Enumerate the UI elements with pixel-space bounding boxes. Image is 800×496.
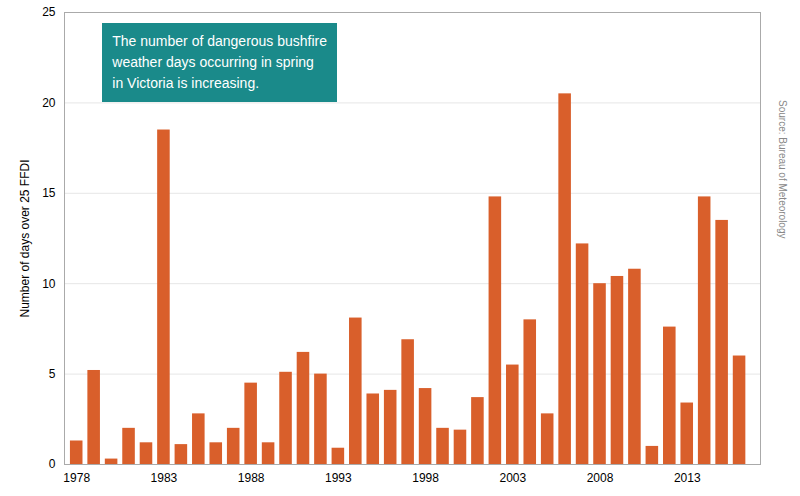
- svg-text:0: 0: [49, 457, 56, 471]
- svg-text:1978: 1978: [63, 471, 90, 485]
- svg-text:2008: 2008: [587, 471, 614, 485]
- svg-text:1983: 1983: [151, 471, 178, 485]
- svg-text:Number of days over 25 FFDI: Number of days over 25 FFDI: [18, 159, 32, 317]
- svg-text:15: 15: [42, 186, 56, 200]
- svg-text:2003: 2003: [499, 471, 526, 485]
- svg-text:1993: 1993: [325, 471, 352, 485]
- svg-text:Source: Bureau of Meteorology: Source: Bureau of Meteorology: [777, 100, 788, 238]
- svg-text:10: 10: [42, 277, 56, 291]
- svg-text:20: 20: [42, 96, 56, 110]
- svg-text:1988: 1988: [238, 471, 265, 485]
- html-text:The number of dangerous bushfi: The number of dangerous bushfire weather…: [112, 33, 328, 92]
- svg-text:2013: 2013: [674, 471, 701, 485]
- svg-text:5: 5: [49, 367, 56, 381]
- svg-text:25: 25: [42, 5, 56, 19]
- svg-text:1998: 1998: [412, 471, 439, 485]
